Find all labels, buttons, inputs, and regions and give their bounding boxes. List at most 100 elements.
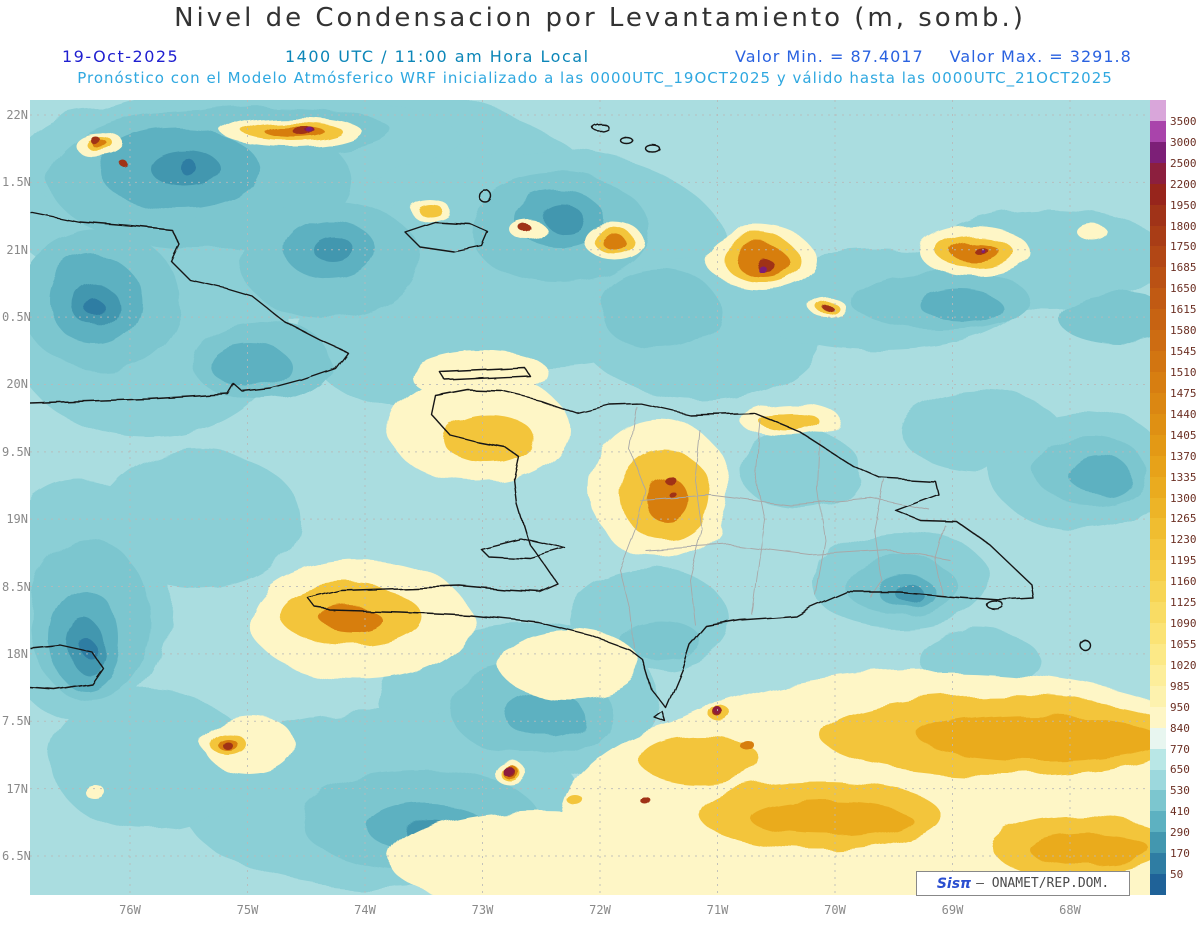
- colorbar-tick-label: 290: [1170, 826, 1190, 840]
- colorbar-segment: [1150, 351, 1166, 372]
- colorbar-segment: [1150, 183, 1166, 205]
- colorbar-tick-label: 1265: [1170, 512, 1197, 526]
- map-canvas: [0, 80, 1200, 927]
- x-axis: 76W 75W 74W 73W 72W 71W 70W 69W 68W: [30, 903, 1155, 921]
- colorbar-segment: [1150, 497, 1166, 519]
- colorbar-tick-label: 1615: [1170, 303, 1197, 317]
- colorbar-tick-label: 1475: [1170, 386, 1197, 400]
- x-tick-label: 76W: [119, 903, 141, 917]
- colorbar-segment: [1150, 602, 1166, 624]
- colorbar-segment: [1150, 664, 1166, 686]
- y-tick-label: 1.5N: [2, 175, 31, 190]
- colorbar-tick-label: 1580: [1170, 324, 1197, 338]
- y-tick-label: 6.5N: [2, 849, 31, 863]
- colorbar-segment: [1150, 685, 1166, 707]
- date-label: 19-Oct-2025: [62, 47, 180, 66]
- coastline-hispaniola: [307, 389, 1034, 709]
- colorbar-tick-label: 1300: [1170, 491, 1197, 505]
- colorbar-tick-label: 410: [1170, 805, 1190, 819]
- coastline-jamaica: [29, 644, 104, 691]
- colorbar-tick-label: 1650: [1170, 282, 1197, 296]
- colorbar-segment: [1150, 330, 1166, 352]
- colorbar-tick-label: 2500: [1170, 156, 1197, 170]
- colorbar-labels: 3500 3000 2500 2200 1950 1800 1750 1685 1650 1615…: [1170, 100, 1200, 895]
- colorbar-tick-label: 3500: [1170, 114, 1197, 128]
- colorbar-tick-label: 50: [1170, 868, 1184, 882]
- y-tick-label: 9.5N: [2, 444, 31, 459]
- colorbar-segment: [1150, 455, 1166, 477]
- colorbar-tick-label: 950: [1170, 700, 1190, 714]
- page-title: Nivel de Condensacion por Levantamiento …: [174, 3, 1026, 33]
- watermark-brand: Sisπ: [936, 875, 972, 892]
- colorbar-tick-label: 2200: [1170, 177, 1197, 191]
- x-tick-label: 70W: [824, 903, 846, 917]
- colorbar-tick-label: 1405: [1170, 428, 1197, 442]
- coastline-turks-1: [619, 136, 633, 144]
- min-value-label: Valor Min. = 87.4017: [735, 47, 924, 66]
- colorbar-segment: [1150, 539, 1166, 561]
- coastline-inagua: [404, 221, 489, 253]
- x-tick-label: 71W: [706, 903, 729, 917]
- colorbar-segment: [1150, 371, 1166, 393]
- forecast-subtitle: Pronóstico con el Modelo Atmósferico WRF…: [77, 69, 1113, 87]
- colorbar-tick-label: 1195: [1170, 554, 1197, 568]
- y-tick-label: 20N: [6, 377, 28, 392]
- colorbar-tick-label: 1335: [1170, 470, 1197, 484]
- colorbar-tick-label: 1950: [1170, 198, 1197, 212]
- colorbar-segment: [1150, 141, 1166, 163]
- colorbar-tick-label: 1020: [1170, 658, 1197, 672]
- valid-time-label: 1400 UTC / 11:00 am Hora Local: [285, 47, 590, 66]
- minmax-values: Valor Min. = 87.4017 Valor Max. = 3291.8: [735, 47, 1132, 66]
- x-tick-label: 69W: [941, 903, 964, 917]
- colorbar-tick-label: 1440: [1170, 407, 1197, 421]
- max-value-label: Valor Max. = 3291.8: [949, 47, 1132, 66]
- coastline-caicos: [591, 122, 609, 132]
- watermark-text: – ONAMET/REP.DOM.: [976, 876, 1110, 891]
- colorbar-segment: [1150, 560, 1166, 582]
- colorbar-tick-label: 1125: [1170, 596, 1197, 610]
- colorbar-segment: [1150, 204, 1166, 226]
- colorbar-tick-label: 530: [1170, 784, 1190, 798]
- colorbar-segment: [1150, 100, 1166, 121]
- colorbar-segment: [1150, 853, 1166, 875]
- coastline-turks-2: [644, 143, 660, 153]
- y-tick-label: 17N: [6, 781, 28, 796]
- colorbar-segment: [1150, 874, 1166, 896]
- colorbar-tick-label: 1055: [1170, 637, 1197, 651]
- colorbar-segment: [1150, 811, 1166, 833]
- colorbar-segment: [1150, 413, 1166, 435]
- colorbar-segment: [1150, 748, 1166, 770]
- colorbar-tick-label: 650: [1170, 763, 1190, 777]
- colorbar-segment: [1150, 225, 1166, 247]
- colorbar-tick-label: 1685: [1170, 261, 1197, 275]
- colorbar-tick-label: 1510: [1170, 365, 1197, 379]
- colorbar-segment: [1150, 246, 1166, 268]
- colorbar-segment: [1150, 769, 1166, 791]
- colorbar-segment: [1150, 288, 1166, 310]
- colorbar-tick-label: 1370: [1170, 449, 1197, 463]
- map-area: [0, 80, 1200, 927]
- colorbar-tick-label: 1800: [1170, 219, 1197, 233]
- y-tick-label: 21N: [6, 242, 28, 257]
- colorbar-segment: [1150, 643, 1166, 665]
- colorbar-segment: [1150, 518, 1166, 540]
- y-tick-label: 18N: [6, 646, 28, 661]
- coastline-tortuga: [439, 367, 531, 381]
- colorbar-segments: [1150, 100, 1166, 896]
- colorbar-segment: [1150, 581, 1166, 603]
- x-tick-label: 68W: [1059, 903, 1081, 917]
- colorbar-tick-label: 3000: [1170, 135, 1197, 149]
- coastlines: [29, 122, 1091, 723]
- x-tick-label: 75W: [236, 903, 259, 917]
- coastline-beata: [654, 711, 667, 723]
- colorbar-segment: [1150, 476, 1166, 498]
- y-tick-label: 19N: [6, 512, 28, 527]
- coastline-cuba: [29, 211, 348, 404]
- colorbar-tick-label: 1750: [1170, 240, 1197, 254]
- y-tick-label: 22N: [6, 108, 28, 122]
- y-tick-label: 0.5N: [2, 310, 31, 325]
- province-borders: [619, 406, 951, 649]
- colorbar-tick-label: 1545: [1170, 345, 1197, 359]
- colorbar-segment: [1150, 120, 1166, 142]
